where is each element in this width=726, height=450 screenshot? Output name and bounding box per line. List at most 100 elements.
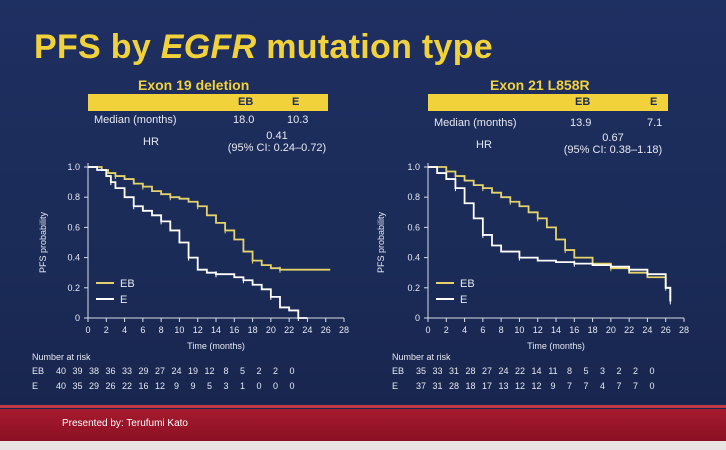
legend-label-e-exon19: E (120, 294, 127, 306)
risk-cell-exon19: 26 (105, 381, 116, 391)
header-e-exon21: E (650, 96, 658, 108)
risk-cell-exon21: 14 (531, 366, 542, 376)
x-tick-label-exon21: 6 (480, 325, 485, 335)
x-tick-label-exon21: 10 (514, 325, 524, 335)
x-tick-label-exon21: 16 (569, 325, 579, 335)
x-tick-label-exon21: 22 (624, 325, 634, 335)
risk-cell-exon21: 7 (566, 381, 572, 391)
risk-cell-exon19: 2 (272, 366, 278, 376)
series-line-eb-exon21 (428, 166, 672, 302)
risk-cell-exon21: 28 (448, 381, 459, 391)
risk-cell-exon21: 12 (514, 381, 525, 391)
risk-cell-exon21: 2 (632, 366, 638, 376)
risk-cell-exon21: 7 (583, 381, 589, 391)
risk-cell-exon19: 0 (256, 381, 262, 391)
y-axis-label-exon21: PFS probability (376, 211, 386, 273)
risk-cell-exon21: 0 (649, 381, 655, 391)
risk-cell-exon19: 24 (171, 366, 182, 376)
x-tick-label-exon19: 12 (193, 325, 203, 335)
risk-cell-exon21: 17 (481, 381, 492, 391)
title-part1: PFS by (34, 28, 161, 66)
risk-cell-exon21: 7 (632, 381, 638, 391)
hr-block-exon19: 0.41 (95% CI: 0.24–0.72) (212, 130, 342, 154)
hr-ci-exon19: (95% CI: 0.24–0.72) (227, 142, 327, 154)
risk-cell-exon19: 12 (204, 366, 215, 376)
risk-cell-exon21: 33 (432, 366, 443, 376)
risk-cell-exon19: 9 (173, 381, 179, 391)
x-tick-label-exon19: 26 (321, 325, 331, 335)
risk-cell-exon19: 0 (289, 366, 295, 376)
risk-cell-exon19: 35 (72, 381, 83, 391)
risk-cell-exon19: 29 (88, 381, 99, 391)
hr-value-exon21: 0.67 (602, 132, 624, 144)
risk-cell-exon19: 33 (121, 366, 132, 376)
footer-divider (0, 405, 726, 408)
x-axis-label-exon19: Time (months) (187, 341, 245, 351)
risk-cell-exon21: 5 (583, 366, 589, 376)
median-e-exon21: 7.1 (647, 117, 663, 129)
x-tick-label-exon19: 24 (302, 325, 312, 335)
x-tick-label-exon21: 28 (679, 325, 689, 335)
legend-label-eb-exon19: EB (120, 278, 135, 290)
risk-cell-exon19: 29 (138, 366, 149, 376)
x-tick-label-exon19: 14 (211, 325, 221, 335)
risk-cell-exon21: 27 (481, 366, 492, 376)
x-tick-label-exon19: 22 (284, 325, 294, 335)
risk-row-label-exon19: EB (32, 366, 45, 376)
risk-cell-exon21: 31 (432, 381, 443, 391)
hr-ci-exon21: (95% CI: 0.38–1.18) (563, 144, 663, 156)
title-part2: mutation type (256, 28, 493, 66)
x-tick-label-exon19: 4 (122, 325, 127, 335)
x-tick-label-exon21: 2 (444, 325, 449, 335)
x-tick-label-exon19: 2 (104, 325, 109, 335)
risk-cell-exon19: 1 (239, 381, 245, 391)
x-tick-label-exon19: 20 (266, 325, 276, 335)
risk-cell-exon19: 2 (256, 366, 262, 376)
x-tick-label-exon21: 24 (642, 325, 652, 335)
risk-cell-exon21: 3 (599, 366, 605, 376)
risk-cell-exon19: 5 (206, 381, 212, 391)
x-tick-label-exon19: 18 (248, 325, 258, 335)
risk-cell-exon21: 2 (616, 366, 622, 376)
risk-cell-exon19: 9 (190, 381, 196, 391)
x-tick-label-exon21: 18 (588, 325, 598, 335)
x-tick-label-exon21: 8 (499, 325, 504, 335)
risk-row-label-exon19: E (32, 381, 39, 391)
risk-cell-exon19: 27 (154, 366, 165, 376)
header-eb-exon21: EB (575, 96, 591, 108)
risk-cell-exon19: 40 (55, 366, 66, 376)
header-e-exon19: E (292, 96, 300, 108)
risk-cell-exon21: 18 (465, 381, 476, 391)
panel-title-exon21: Exon 21 L858R (490, 77, 590, 93)
y-tick-label-exon21: 1.0 (407, 162, 420, 172)
y-tick-label-exon21: 0.4 (407, 253, 420, 263)
risk-cell-exon19: 8 (223, 366, 229, 376)
risk-cell-exon19: 40 (55, 381, 66, 391)
legend-label-e-exon21: E (460, 294, 467, 306)
x-tick-label-exon19: 8 (159, 325, 164, 335)
y-tick-label-exon21: 0.2 (407, 283, 420, 293)
title-gene: EGFR (160, 28, 257, 66)
risk-cell-exon19: 12 (154, 381, 165, 391)
footer-bar (0, 409, 726, 441)
median-label-exon19: Median (months) (94, 114, 177, 126)
hr-label-exon19: HR (143, 136, 159, 148)
risk-cell-exon19: 39 (72, 366, 83, 376)
y-tick-label-exon19: 1.0 (67, 162, 80, 172)
presenter-credit: Presented by: Terufumi Kato (62, 418, 188, 429)
x-tick-label-exon21: 26 (661, 325, 671, 335)
risk-cell-exon21: 7 (616, 381, 622, 391)
risk-cell-exon21: 28 (465, 366, 476, 376)
legend-label-eb-exon21: EB (460, 278, 475, 290)
risk-cell-exon21: 24 (498, 366, 509, 376)
x-tick-label-exon19: 28 (339, 325, 349, 335)
y-tick-label-exon19: 0.8 (67, 192, 80, 202)
x-tick-label-exon21: 12 (533, 325, 543, 335)
y-tick-label-exon21: 0.8 (407, 192, 420, 202)
series-line-eb-exon19 (88, 166, 331, 271)
slide-title: PFS by EGFR mutation type (34, 28, 493, 67)
x-tick-label-exon21: 0 (425, 325, 430, 335)
risk-cell-exon21: 13 (498, 381, 509, 391)
panel-title-exon19: Exon 19 deletion (138, 77, 250, 93)
